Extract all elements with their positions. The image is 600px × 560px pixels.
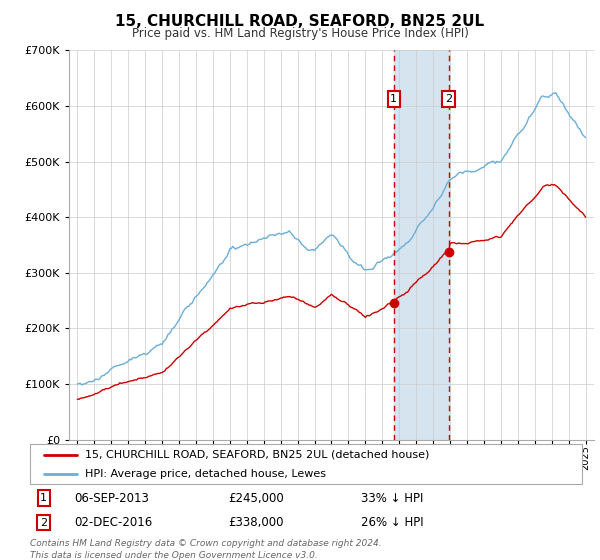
- Text: 15, CHURCHILL ROAD, SEAFORD, BN25 2UL: 15, CHURCHILL ROAD, SEAFORD, BN25 2UL: [115, 14, 485, 29]
- Text: 33% ↓ HPI: 33% ↓ HPI: [361, 492, 424, 505]
- Text: 2: 2: [445, 94, 452, 104]
- FancyBboxPatch shape: [30, 444, 582, 484]
- Text: HPI: Average price, detached house, Lewes: HPI: Average price, detached house, Lewe…: [85, 469, 326, 478]
- Text: £338,000: £338,000: [229, 516, 284, 529]
- Text: 1: 1: [40, 493, 47, 503]
- Bar: [394, 50, 449, 440]
- Text: 2: 2: [40, 517, 47, 528]
- Text: 15, CHURCHILL ROAD, SEAFORD, BN25 2UL (detached house): 15, CHURCHILL ROAD, SEAFORD, BN25 2UL (d…: [85, 450, 430, 460]
- Text: 06-SEP-2013: 06-SEP-2013: [74, 492, 149, 505]
- Text: 26% ↓ HPI: 26% ↓ HPI: [361, 516, 424, 529]
- Text: 02-DEC-2016: 02-DEC-2016: [74, 516, 152, 529]
- Text: £245,000: £245,000: [229, 492, 284, 505]
- Text: Contains HM Land Registry data © Crown copyright and database right 2024.
This d: Contains HM Land Registry data © Crown c…: [30, 539, 382, 559]
- Text: 1: 1: [391, 94, 397, 104]
- Text: Price paid vs. HM Land Registry's House Price Index (HPI): Price paid vs. HM Land Registry's House …: [131, 27, 469, 40]
